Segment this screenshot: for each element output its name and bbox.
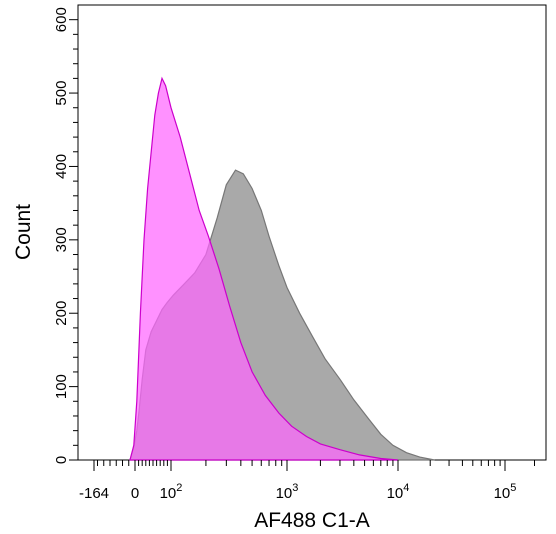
series-layer [129,76,435,461]
y-tick-label: 300 [53,227,70,252]
x-tick-label: 105 [494,482,517,502]
x-tick-label: -164 [79,485,109,502]
y-tick-label: 200 [53,301,70,326]
x-axis-ticks: -164 0 102 103 104 105 [79,460,535,502]
y-tick-label: 600 [53,7,70,32]
x-tick-label: 104 [387,482,410,502]
x-axis-title: AF488 C1-A [254,509,370,532]
x-tick-label: 103 [276,482,299,502]
histogram-series-2 [129,76,399,461]
y-tick-label: 500 [53,81,70,106]
x-tick-label: 0 [131,485,139,502]
x-tick-label: 102 [160,482,183,502]
y-tick-label: 400 [53,154,70,179]
y-axis-ticks: 0 100 200 300 400 500 600 [53,7,78,464]
y-tick-label: 100 [53,374,70,399]
y-axis-title: Count [12,204,35,260]
y-tick-label: 0 [53,456,70,464]
